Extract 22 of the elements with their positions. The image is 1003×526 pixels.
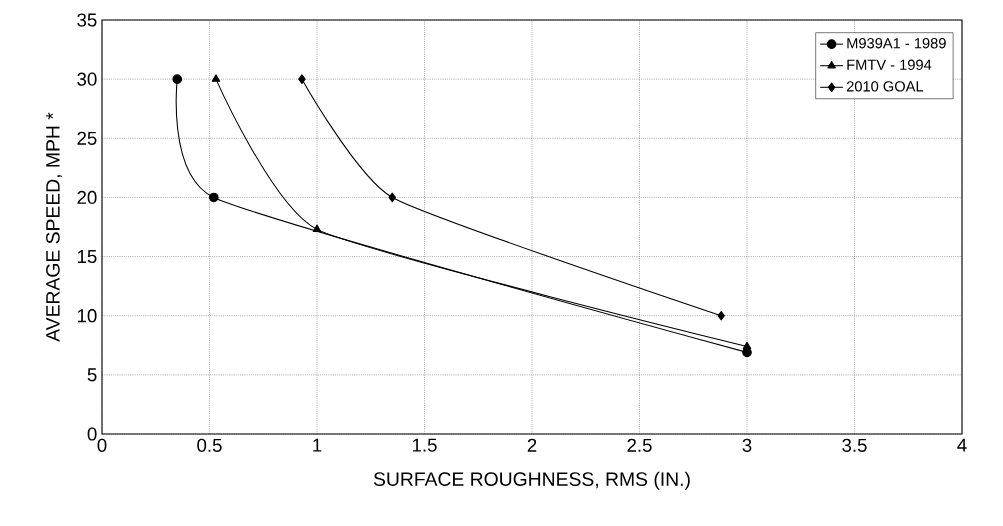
- y-axis-title: AVERAGE SPEED, MPH *: [46, 112, 63, 342]
- x-tick-label: 2.5: [627, 438, 652, 452]
- x-tick-label: 3: [742, 438, 752, 452]
- legend-label: M939A1 - 1989: [847, 38, 946, 49]
- y-tick-label: 30: [77, 72, 97, 86]
- y-tick-label: 5: [87, 368, 97, 382]
- x-tick-label: 0: [97, 438, 107, 452]
- y-tick-label: 15: [77, 250, 97, 264]
- y-tick-label: 10: [77, 309, 97, 323]
- x-tick-label: 1.5: [412, 438, 437, 452]
- x-tick-label: 3.5: [842, 438, 867, 452]
- legend-label: FMTV - 1994: [847, 59, 932, 70]
- x-tick-label: 0.5: [197, 438, 222, 452]
- y-tick-label: 20: [77, 190, 97, 205]
- legend-label: 2010 GOAL: [846, 81, 924, 92]
- x-axis-title: SURFACE ROUGHNESS, RMS (IN.): [373, 471, 690, 490]
- x-tick-label: 1: [313, 438, 322, 452]
- y-tick-label: 35: [77, 13, 97, 27]
- x-tick-label: 2: [527, 438, 537, 452]
- y-tick-label: 25: [77, 131, 97, 145]
- x-tick-label: 4: [957, 438, 967, 452]
- y-tick-label: 0: [87, 427, 97, 441]
